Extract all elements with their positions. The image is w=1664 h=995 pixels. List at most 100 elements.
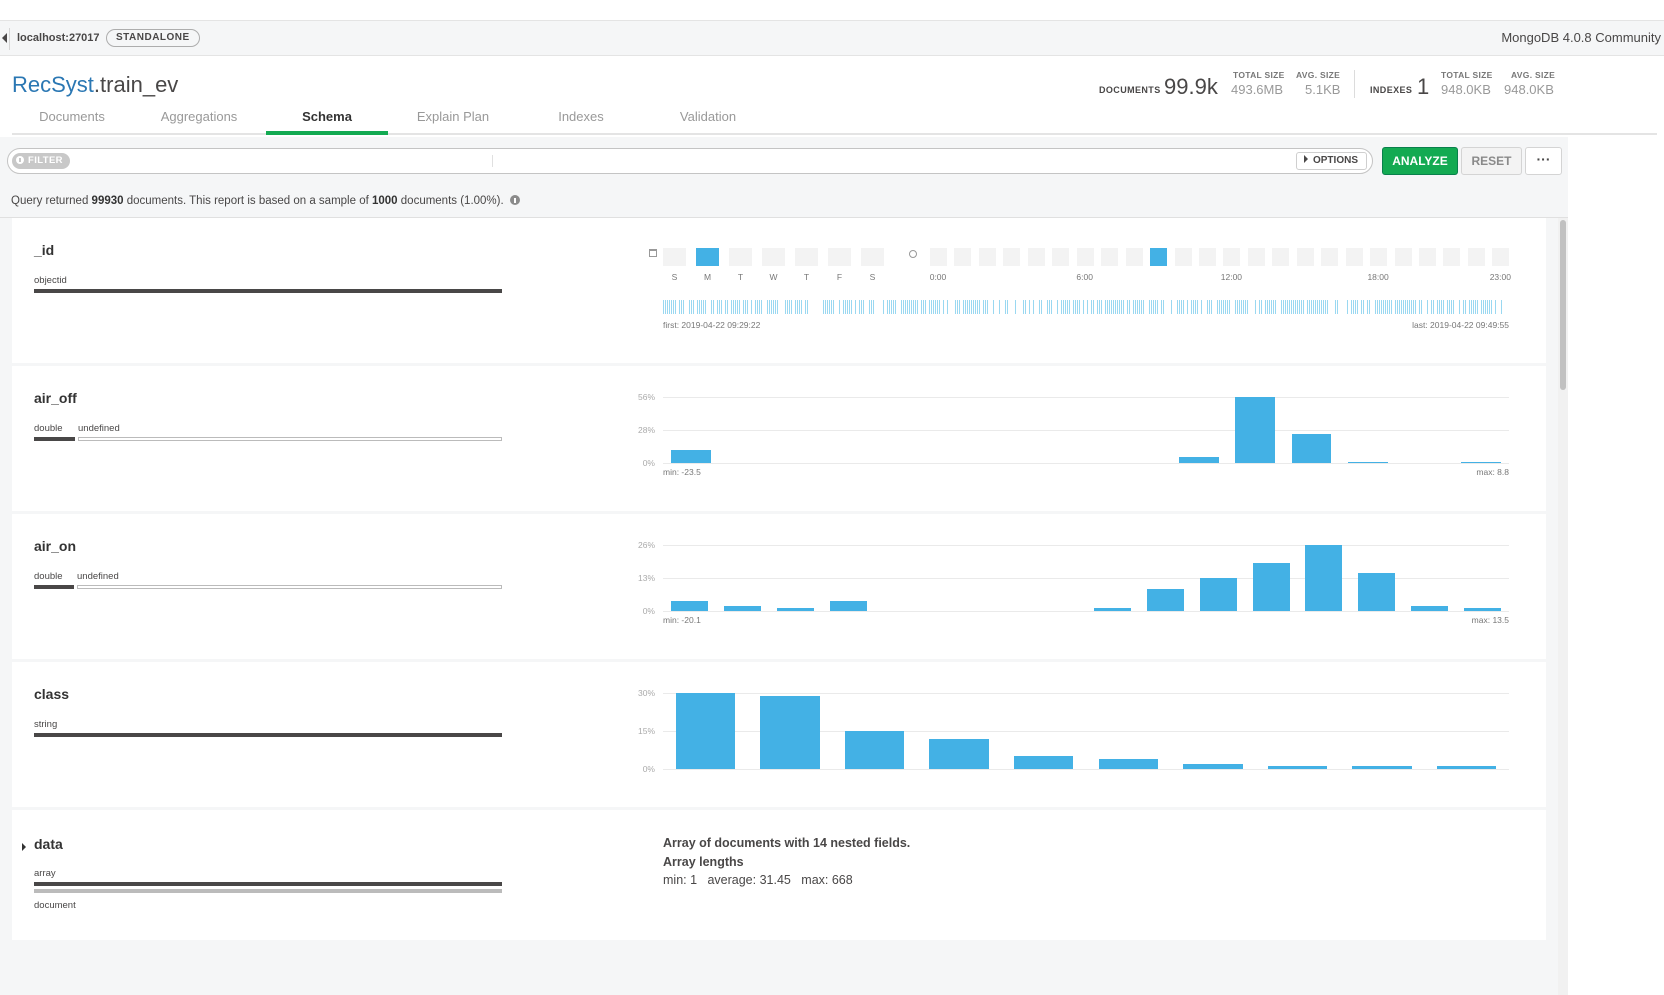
histogram-bar[interactable] xyxy=(1411,605,1449,611)
hour-cell[interactable] xyxy=(930,248,947,266)
hour-cell[interactable] xyxy=(1370,248,1388,266)
histogram-bar[interactable] xyxy=(1235,397,1275,463)
hour-cell[interactable] xyxy=(1247,248,1265,266)
hour-cell[interactable] xyxy=(978,248,996,266)
weekday-cell[interactable] xyxy=(828,248,851,266)
info-icon[interactable] xyxy=(509,195,520,205)
hour-cell[interactable] xyxy=(1125,248,1143,266)
histogram-bar[interactable] xyxy=(723,605,761,611)
more-options-button[interactable]: ··· xyxy=(1525,147,1562,175)
type-bar-array[interactable] xyxy=(34,882,502,886)
histogram-bar[interactable] xyxy=(1437,765,1497,769)
histogram-bar[interactable] xyxy=(1183,763,1243,769)
tab-documents[interactable]: Documents xyxy=(39,109,105,124)
hour-cell[interactable] xyxy=(1223,248,1241,266)
histogram-bar[interactable] xyxy=(1252,562,1290,611)
histogram-bar[interactable] xyxy=(1461,461,1501,463)
type-bar-double[interactable] xyxy=(34,585,74,589)
histogram-bar[interactable] xyxy=(671,450,711,463)
timestamp-tick xyxy=(1127,300,1128,314)
histogram-bar[interactable] xyxy=(829,600,867,611)
grid-line xyxy=(663,578,1509,579)
timestamp-tick xyxy=(1463,300,1464,314)
timestamp-tick xyxy=(1069,300,1070,314)
hour-cell[interactable] xyxy=(1174,248,1192,266)
expand-caret-icon[interactable] xyxy=(22,843,26,851)
type-bar-undefined[interactable] xyxy=(78,437,502,441)
timestamp-tick xyxy=(889,300,890,314)
type-bar-objectid[interactable] xyxy=(34,289,502,293)
options-button[interactable]: OPTIONS xyxy=(1295,152,1367,170)
histogram-bar[interactable] xyxy=(1348,461,1388,463)
hour-cell[interactable] xyxy=(1076,248,1094,266)
tab-explain-plan[interactable]: Explain Plan xyxy=(416,109,490,124)
histogram-bar[interactable] xyxy=(1179,457,1219,463)
histogram-bar[interactable] xyxy=(675,693,735,769)
hour-cell[interactable] xyxy=(1052,248,1070,266)
grid-line xyxy=(663,397,1509,398)
timestamp-tick xyxy=(1309,300,1310,314)
hour-cell[interactable] xyxy=(1272,248,1290,266)
type-bar-double[interactable] xyxy=(34,437,75,441)
hour-cell[interactable] xyxy=(954,248,972,266)
weekday-cell[interactable] xyxy=(861,248,884,266)
histogram-bar[interactable] xyxy=(1305,545,1343,611)
weekday-cell[interactable] xyxy=(696,248,719,266)
filter-input[interactable] xyxy=(68,151,1292,171)
field-name[interactable]: data xyxy=(34,836,63,852)
hour-cell[interactable] xyxy=(1394,248,1412,266)
hour-cell[interactable] xyxy=(1027,248,1045,266)
filter-box[interactable]: FILTER OPTIONS xyxy=(7,148,1373,174)
timestamp-tick xyxy=(1491,300,1492,314)
histogram-bar[interactable] xyxy=(760,695,820,769)
hour-cell[interactable] xyxy=(1492,248,1510,266)
histogram-bar[interactable] xyxy=(670,600,708,611)
timestamp-tick xyxy=(1421,300,1422,314)
histogram-bar[interactable] xyxy=(776,608,814,611)
tab-aggregations[interactable]: Aggregations xyxy=(160,109,238,124)
tab-validation[interactable]: Validation xyxy=(679,109,737,124)
timestamp-tick xyxy=(955,300,956,314)
weekday-cell[interactable] xyxy=(795,248,818,266)
histogram-bar[interactable] xyxy=(1291,433,1332,463)
hour-cell[interactable] xyxy=(1467,248,1485,266)
reset-button[interactable]: RESET xyxy=(1461,147,1522,175)
weekday-cell[interactable] xyxy=(762,248,785,266)
timestamp-tick xyxy=(699,300,700,314)
histogram-bar[interactable] xyxy=(844,731,905,769)
hour-cell[interactable] xyxy=(1003,248,1021,266)
hour-cell[interactable] xyxy=(1419,248,1436,266)
weekday-cell[interactable] xyxy=(663,248,686,266)
type-bar-document[interactable] xyxy=(34,889,502,893)
scrollbar-thumb[interactable] xyxy=(1560,220,1566,390)
histogram-bar[interactable] xyxy=(1146,589,1184,611)
schema-summary: Query returned 99930 documents. This rep… xyxy=(0,185,1568,218)
histogram-bar[interactable] xyxy=(1267,765,1328,769)
histogram-bar[interactable] xyxy=(929,738,989,769)
caret-left-icon[interactable] xyxy=(2,33,7,43)
hour-cell[interactable] xyxy=(1198,248,1216,266)
scrollbar-track[interactable] xyxy=(1558,218,1568,995)
histogram-bar[interactable] xyxy=(1093,608,1131,611)
tab-indexes[interactable]: Indexes xyxy=(558,109,604,124)
hour-cell[interactable] xyxy=(1345,248,1363,266)
hour-cell[interactable] xyxy=(1101,248,1119,266)
summary-sample: 1000 xyxy=(371,195,398,207)
hour-cell[interactable] xyxy=(1321,248,1339,266)
sidebar-toggle[interactable] xyxy=(0,28,10,50)
histogram-bar[interactable] xyxy=(1358,572,1396,611)
histogram-bar[interactable] xyxy=(1199,578,1237,611)
analyze-button[interactable]: ANALYZE xyxy=(1382,147,1458,175)
hour-cell[interactable] xyxy=(1150,248,1168,266)
hour-cell[interactable] xyxy=(1296,248,1314,266)
weekday-cell[interactable] xyxy=(729,248,752,266)
type-bar-undefined[interactable] xyxy=(77,585,502,589)
histogram-bar[interactable] xyxy=(1352,765,1412,769)
histogram-bar[interactable] xyxy=(1098,758,1158,769)
histogram-bar[interactable] xyxy=(1464,608,1502,611)
histogram-bar[interactable] xyxy=(1014,756,1074,769)
hour-cell[interactable] xyxy=(1443,248,1461,266)
type-bar-string[interactable] xyxy=(34,733,502,737)
database-link[interactable]: RecSyst xyxy=(12,72,94,97)
tab-schema[interactable]: Schema xyxy=(266,105,388,135)
